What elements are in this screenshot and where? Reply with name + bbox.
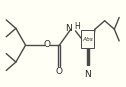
- Text: O: O: [43, 40, 50, 49]
- Text: N: N: [65, 24, 72, 33]
- Text: Abs: Abs: [82, 37, 93, 42]
- Text: N: N: [84, 70, 91, 79]
- Text: O: O: [56, 67, 63, 76]
- Text: H: H: [74, 22, 80, 31]
- FancyBboxPatch shape: [81, 30, 94, 48]
